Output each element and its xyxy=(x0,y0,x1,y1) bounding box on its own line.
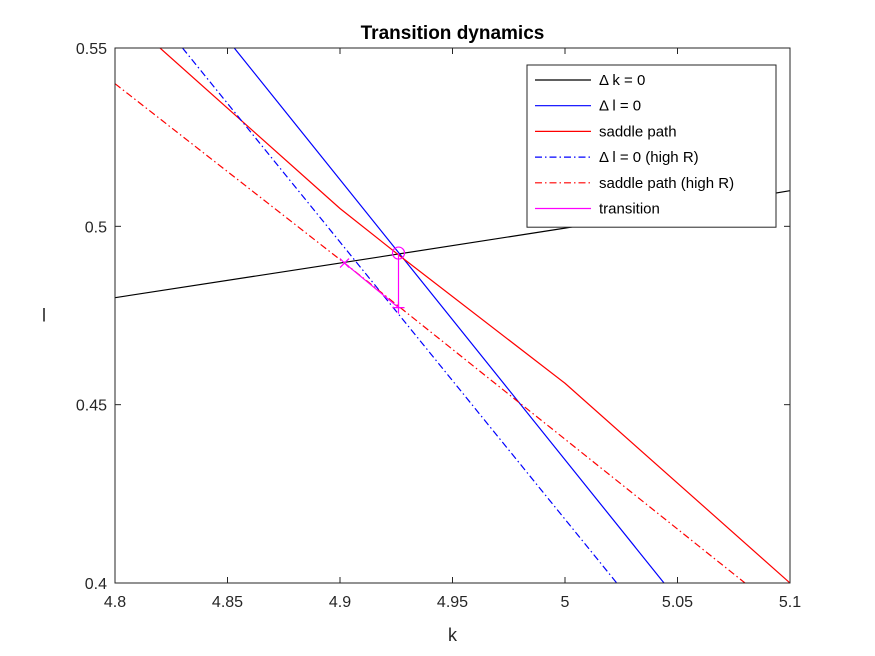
legend-label-saddle-path: saddle path xyxy=(599,123,677,140)
legend-label-k-0: Δ k = 0 xyxy=(599,72,645,89)
series-line-l-0-high-r xyxy=(182,48,618,583)
x-tick-label: 5 xyxy=(561,594,570,611)
legend-box xyxy=(526,64,777,228)
marker-x xyxy=(339,258,350,268)
legend: Δ k = 0 Δ l = 0 saddle path Δ l = 0 (high R… xyxy=(526,64,777,228)
x-axis-label: k xyxy=(448,625,458,645)
legend-label-l-0-high-r: Δ l = 0 (high R) xyxy=(599,149,699,166)
x-tick-label: 4.9 xyxy=(329,594,351,611)
marker-circle xyxy=(391,246,406,260)
y-tick-label: 0.45 xyxy=(76,398,107,415)
x-tick-label: 4.95 xyxy=(437,594,468,611)
marker-plus xyxy=(392,301,405,314)
y-tick-label: 0.55 xyxy=(76,41,107,58)
tick-layer: 4.8 4.85 4.9 4.95 5 5.05 5.1 0.4 0.45 0.5 0.55 xyxy=(76,41,801,611)
x-tick-label: 4.85 xyxy=(212,594,243,611)
legend-label-l-0: Δ l = 0 xyxy=(599,98,641,115)
chart-title: Transition dynamics xyxy=(361,23,545,44)
legend-label-saddle-path-high-r: saddle path (high R) xyxy=(599,175,734,192)
legend-label-transition: transition xyxy=(599,201,660,218)
x-tick-label: 5.05 xyxy=(662,594,693,611)
x-tick-label: 4.8 xyxy=(104,594,126,611)
y-axis-label: l xyxy=(42,306,46,326)
series-line-l-0 xyxy=(233,48,665,583)
x-tick-label: 5.1 xyxy=(779,594,801,611)
y-tick-label: 0.4 xyxy=(85,576,107,593)
y-tick-label: 0.5 xyxy=(85,219,107,236)
marker-layer xyxy=(339,246,406,314)
